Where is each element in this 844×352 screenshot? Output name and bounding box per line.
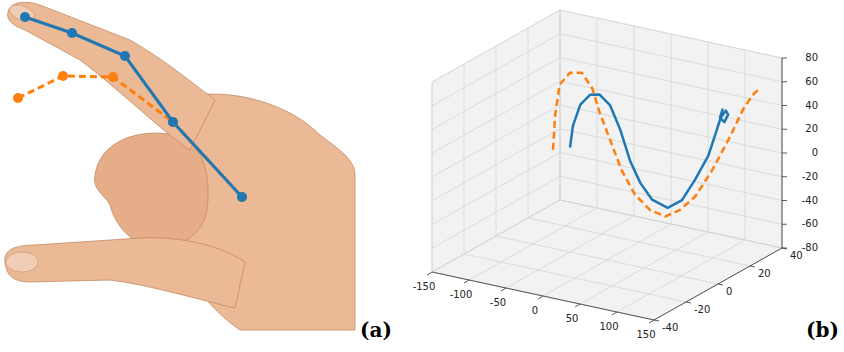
grid-line: [560, 153, 782, 201]
x-tick-label: -150: [413, 281, 436, 292]
keypoint: [20, 12, 30, 22]
curled-finger: [95, 133, 209, 248]
axes: -150 -100 -50 0 50 100 150 -40 -20 0 20 40 -80 -60 -40…: [413, 52, 818, 340]
y-tick: [750, 266, 755, 267]
x-tick: [501, 288, 506, 291]
z-tick-label: -80: [802, 242, 818, 253]
z-tick: [782, 200, 787, 201]
x-tick-label: -50: [490, 297, 506, 308]
grid-line: [464, 254, 686, 302]
y-tick-label: 20: [758, 268, 771, 279]
grid-line: [560, 176, 782, 224]
trajectory: [570, 95, 728, 208]
z-tick: [782, 129, 787, 130]
x-tick-label: 0: [532, 305, 538, 316]
z-tick: [782, 58, 787, 59]
grid-line: [432, 200, 560, 272]
z-tick: [782, 248, 787, 249]
grid-line: [560, 105, 782, 153]
keypoint: [67, 28, 77, 38]
z-tick-label: -20: [802, 171, 818, 182]
keypoint: [58, 71, 68, 81]
x-tick: [538, 296, 543, 299]
grid-line: [432, 272, 654, 320]
y-tick: [686, 302, 691, 303]
thumb-nail: [6, 252, 38, 272]
z-tick: [782, 224, 787, 225]
y-tick-label: -20: [694, 304, 710, 315]
y-tick: [782, 248, 787, 249]
grid-line: [496, 236, 718, 284]
grid-line: [432, 58, 560, 130]
thumb: [5, 238, 245, 308]
keypoint: [13, 93, 23, 103]
keypoint: [237, 192, 247, 202]
z-tick: [782, 81, 787, 82]
keypoint-layer: [13, 12, 247, 202]
x-tick: [575, 304, 580, 307]
y-axis-domain: [654, 248, 782, 320]
z-tick: [782, 176, 787, 177]
y-tick-label: -40: [662, 322, 678, 333]
grid: [432, 10, 782, 320]
pane: [432, 200, 782, 320]
x-tick: [649, 320, 654, 323]
keypoint: [168, 117, 178, 127]
grid-line: [560, 129, 782, 177]
y-tick: [718, 284, 723, 285]
grid-line: [432, 129, 560, 201]
x-axis-domain: [432, 272, 654, 320]
z-tick: [782, 105, 787, 106]
keypoint: [120, 51, 130, 61]
figure: (a) -150 -100 -50 0 50 100 150 -40 -20 0 20 40 -80 -60…: [0, 0, 844, 352]
grid-line: [528, 218, 750, 266]
x-tick: [464, 280, 469, 283]
z-tick-label: 0: [812, 147, 818, 158]
keypoint-line: [25, 17, 242, 197]
curve-layer: [553, 73, 758, 217]
y-tick-label: 0: [726, 286, 732, 297]
keypoint: [237, 192, 247, 202]
grid-line: [432, 105, 560, 177]
grid-line: [432, 10, 560, 82]
grid-line: [432, 153, 560, 225]
x-tick-label: 100: [599, 321, 618, 332]
panes: [432, 10, 782, 320]
grid-line: [432, 81, 560, 153]
z-tick-label: -60: [802, 218, 818, 229]
grid-line: [432, 34, 560, 106]
panel-label: (b): [806, 318, 839, 342]
x-tick-label: -100: [450, 289, 473, 300]
hand-photo: [5, 2, 355, 330]
grid-line: [560, 34, 782, 82]
x-tick: [427, 272, 432, 275]
y-tick: [654, 320, 659, 321]
z-tick-label: 80: [805, 52, 818, 63]
keypoint: [108, 72, 118, 82]
keypoint: [168, 117, 178, 127]
z-tick-label: 20: [805, 123, 818, 134]
grid-line: [432, 176, 560, 248]
panel-a: (a): [5, 2, 392, 342]
trajectory: [553, 73, 758, 217]
index-finger: [8, 2, 215, 150]
z-tick-label: 60: [805, 76, 818, 87]
z-tick-label: 40: [805, 100, 818, 111]
grid-line: [560, 10, 782, 58]
panel-label: (a): [360, 318, 392, 342]
panel-b: -150 -100 -50 0 50 100 150 -40 -20 0 20 40 -80 -60 -40…: [413, 10, 839, 342]
x-tick-label: 50: [566, 313, 579, 324]
grid-line: [560, 58, 782, 106]
keypoint-line: [18, 76, 242, 197]
z-tick: [782, 153, 787, 154]
x-tick: [612, 312, 617, 315]
z-tick-label: -40: [802, 195, 818, 206]
x-tick-label: 150: [636, 329, 655, 340]
